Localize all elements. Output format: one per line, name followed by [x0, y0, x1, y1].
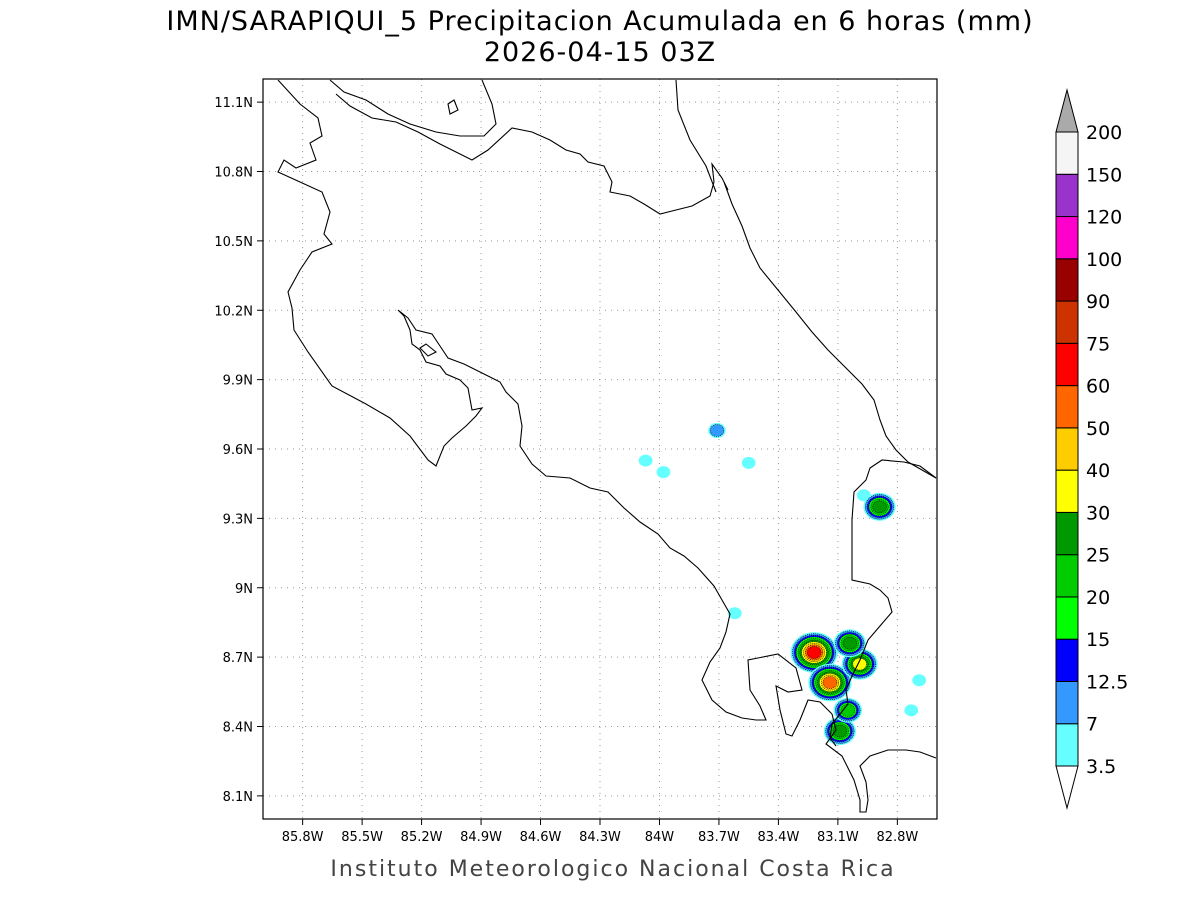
y-tick-label: 9.9N [223, 374, 253, 389]
colorbar-swatch [1055, 131, 1079, 175]
precip-contour [727, 607, 742, 620]
y-tick-label: 10.5N [214, 235, 253, 250]
precip-cell [863, 492, 896, 521]
colorbar-swatch [1055, 554, 1079, 598]
colorbar-swatch [1055, 723, 1079, 767]
x-tick-label: 84.6W [520, 830, 562, 845]
colorbar-label: 7 [1086, 714, 1098, 736]
colorbar-bottom-arrow [1055, 765, 1079, 810]
precip-contour [656, 466, 671, 479]
colorbar-swatch [1055, 385, 1079, 429]
coastlines [277, 79, 937, 813]
precip-cell [808, 663, 852, 702]
y-tick-label: 9N [235, 582, 253, 597]
precip-contour [904, 704, 919, 717]
colorbar-swatch [1055, 596, 1079, 640]
y-tick-label: 10.2N [214, 304, 253, 319]
colorbar-label: 3.5 [1086, 756, 1116, 778]
colorbar-label: 25 [1086, 545, 1110, 567]
x-tick-label: 85.8W [282, 830, 324, 845]
x-tick-label: 85.2W [401, 830, 443, 845]
precip-cell [741, 456, 756, 469]
x-tick-label: 84W [645, 830, 675, 845]
precip-cell [638, 454, 653, 467]
axis-ticks: 85.8W 85.5W 85.2W 84.9W 84.6W 84.3W 84W 83.7W 83… [214, 96, 918, 845]
graticule [263, 79, 937, 819]
y-tick-label: 8.4N [223, 721, 253, 736]
precip-cell [904, 704, 919, 717]
panama-border [829, 459, 937, 747]
precip-contour [842, 636, 857, 650]
y-tick-label: 9.6N [223, 443, 253, 458]
colorbar-label: 20 [1086, 587, 1110, 609]
x-tick-label: 84.3W [579, 830, 621, 845]
map-timestamp: 2026-04-15 03Z [484, 37, 716, 68]
colorbar-label: 75 [1086, 333, 1110, 355]
colorbar-label: 150 [1086, 164, 1122, 186]
colorbar-label: 15 [1086, 629, 1110, 651]
colorbar-label: 90 [1086, 291, 1110, 313]
x-tick-label: 83.1W [817, 830, 859, 845]
colorbar: 3.5 7 12.5 15 20 25 30 40 50 60 75 90 100 120 150 200 [1055, 88, 1128, 810]
precip-contour [872, 500, 887, 514]
colorbar-label: 100 [1086, 249, 1122, 271]
precip-cell [708, 422, 726, 439]
precipitation-field [638, 422, 927, 746]
x-tick-label: 82.8W [876, 830, 918, 845]
precip-contour [822, 676, 838, 689]
colorbar-swatch [1055, 216, 1079, 260]
precip-contour [741, 456, 756, 469]
x-tick-label: 83.7W [698, 830, 740, 845]
precip-cell [833, 697, 863, 723]
north-border-line [277, 79, 937, 813]
precip-cell [912, 674, 927, 687]
colorbar-label: 30 [1086, 502, 1110, 524]
colorbar-label: 120 [1086, 207, 1122, 229]
colorbar-label: 200 [1086, 122, 1122, 144]
colorbar-swatch [1055, 511, 1079, 556]
precip-contour [912, 674, 927, 687]
y-tick-label: 8.1N [223, 790, 253, 805]
island-lake [447, 99, 459, 115]
precip-cell [790, 632, 838, 673]
caribbean-coast [335, 93, 937, 479]
y-tick-label: 8.7N [223, 651, 253, 666]
colorbar-label: 50 [1086, 418, 1110, 440]
colorbar-swatch [1055, 427, 1079, 471]
nicaragua-inland [675, 79, 717, 193]
map-title: IMN/SARAPIQUI_5 Precipitacion Acumulada … [166, 6, 1033, 37]
colorbar-swatch [1055, 173, 1079, 218]
colorbar-swatch [1055, 638, 1079, 682]
colorbar-swatch [1055, 300, 1079, 344]
colorbar-top-arrow [1055, 88, 1079, 133]
x-tick-label: 83.4W [758, 830, 800, 845]
colorbar-label: 40 [1086, 460, 1110, 482]
precip-contour [840, 704, 855, 717]
colorbar-label: 12.5 [1086, 671, 1128, 693]
colorbar-swatch [1055, 680, 1079, 725]
precip-cell [833, 629, 866, 658]
colorbar-swatch [1055, 342, 1079, 387]
precip-contour [806, 646, 822, 659]
x-tick-label: 84.9W [460, 830, 502, 845]
precip-cell [656, 466, 671, 479]
x-tick-label: 85.5W [341, 830, 383, 845]
precip-contour [832, 724, 848, 738]
nicaragua-coast [329, 79, 497, 137]
map-panel: 85.8W 85.5W 85.2W 84.9W 84.6W 84.3W 84W 83.7W 83… [214, 78, 938, 845]
colorbar-label: 60 [1086, 376, 1110, 398]
y-tick-label: 10.8N [214, 166, 253, 181]
colorbar-swatch [1055, 258, 1079, 302]
precip-contour [638, 454, 653, 467]
colorbar-swatch [1055, 469, 1079, 513]
y-tick-label: 11.1N [214, 96, 253, 111]
precip-contour [709, 424, 725, 437]
precip-cell [727, 607, 742, 620]
footer-credit: Instituto Meteorologico Nacional Costa R… [330, 857, 895, 882]
island-gulf [419, 343, 438, 357]
y-tick-label: 9.3N [223, 512, 253, 527]
